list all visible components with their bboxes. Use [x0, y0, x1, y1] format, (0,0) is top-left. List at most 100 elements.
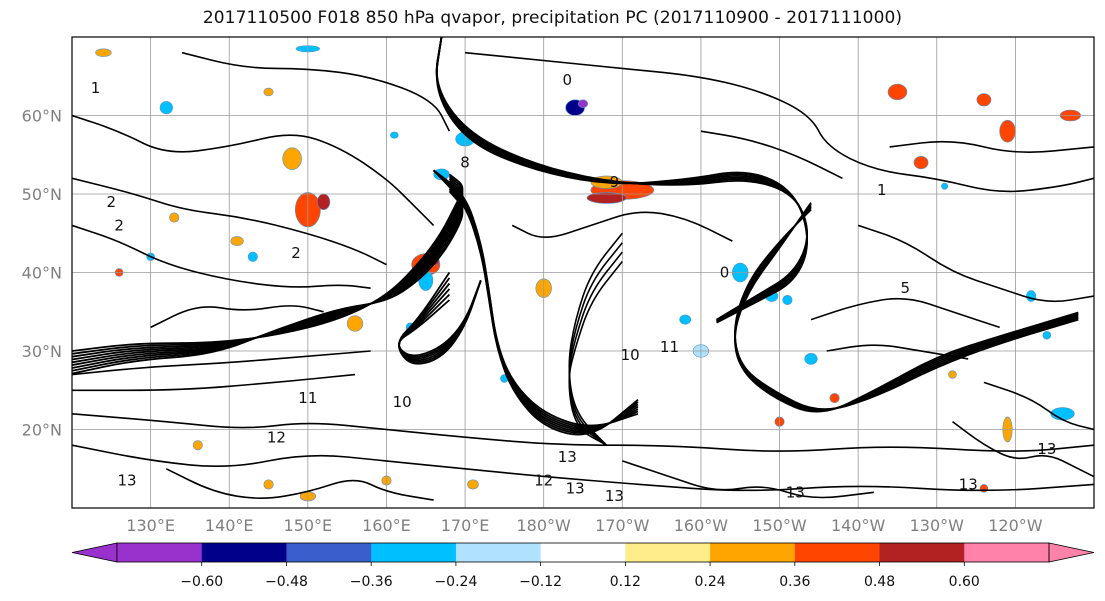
qvapor-contours [72, 37, 1094, 501]
qvapor-contour-line [511, 211, 733, 242]
colorbar-bin [794, 543, 881, 562]
x-tick-label: 160°W [674, 516, 729, 535]
precip-shade-patch [804, 353, 818, 365]
contour-label: 2 [107, 193, 117, 211]
qvapor-contour-line [432, 169, 639, 436]
x-tick-label: 170°E [441, 516, 490, 535]
qvapor-contour-line [889, 140, 1094, 153]
contour-label: 13 [959, 475, 978, 493]
colorbar-tick-label: 0.24 [695, 574, 726, 590]
qvapor-contour-line [72, 114, 435, 226]
colorbar-bin [201, 543, 287, 562]
colorbar-tick-label: 0.12 [610, 574, 641, 590]
precip-shade-patch [390, 131, 399, 139]
contour-label: 0 [563, 71, 573, 89]
colorbar-bin [455, 543, 542, 562]
precip-shade-patch [782, 294, 793, 305]
precip-shade-patch [999, 119, 1016, 143]
colorbar-bin [540, 543, 626, 562]
contour-label: 10 [621, 346, 640, 364]
qvapor-contour-line [181, 51, 451, 132]
qvapor-contour-line [734, 206, 1079, 411]
x-tick-label: 130°E [126, 516, 175, 535]
x-tick-label: 140°W [831, 516, 886, 535]
precip-shade-patch [263, 479, 274, 490]
precip-shade-patch [679, 314, 692, 325]
precip-shade-patch [1050, 407, 1075, 421]
qvapor-contour-line [72, 444, 1094, 492]
colorbar-tick-label: −0.24 [434, 574, 477, 590]
precip-shade-patch [976, 93, 992, 107]
y-axis-ticks: 20°N 30°N 40°N 50°N 60°N [22, 107, 62, 440]
precip-shade-patch [941, 182, 949, 190]
x-tick-label: 160°E [362, 516, 411, 535]
y-tick-label: 20°N [22, 421, 62, 440]
contour-label: 1 [91, 79, 101, 97]
contour-label: 1 [877, 181, 887, 199]
colorbar-bin [286, 543, 372, 562]
x-tick-label: 130°W [910, 516, 965, 535]
contour-label: 13 [566, 479, 585, 497]
contour-label: 12 [267, 428, 286, 446]
qvapor-contour-line [72, 224, 371, 289]
qvapor-contour-line [734, 202, 1079, 413]
qvapor-contour-line [72, 373, 356, 392]
contour-label: 11 [660, 338, 679, 356]
x-axis-ticks: 130°E 140°E 150°E 160°E 170°E 180°W 170°W 160°W… [126, 516, 1042, 535]
x-tick-label: 140°E [205, 516, 254, 535]
precip-shade-patch [282, 147, 302, 170]
qvapor-contour-line [72, 177, 387, 266]
qvapor-contour-line [568, 232, 623, 446]
precip-shade-patch [95, 48, 112, 57]
qvapor-contour-line [622, 460, 874, 499]
x-tick-label: 150°W [752, 516, 807, 535]
qvapor-contour-line [700, 130, 843, 180]
qvapor-contour-line [165, 468, 434, 501]
colorbar-tick-label: 0.36 [779, 574, 810, 590]
contour-label: 5 [901, 279, 911, 297]
contour-label: 13 [786, 483, 805, 501]
precip-shade-patch [586, 192, 627, 204]
contour-label: 13 [605, 487, 624, 505]
precip-shade-patch [230, 236, 244, 247]
qvapor-contour-line [568, 251, 623, 446]
contour-label: 2 [114, 216, 124, 234]
colorbar-bin [625, 543, 711, 562]
contour-label: 2 [291, 244, 301, 262]
precip-shade-patch [169, 212, 180, 223]
colorbar-tick-label: 0.60 [949, 574, 980, 590]
qvapor-contour-line [72, 413, 1094, 452]
precip-shade-patch [887, 83, 908, 101]
colorbar: −0.60 −0.48 −0.36 −0.24 −0.12 0.12 0.24 0.36 0.4… [71, 542, 1095, 590]
precip-shade-patch [1042, 331, 1052, 340]
precip-shade-patch [192, 440, 203, 451]
precip-shade-patch [159, 101, 173, 115]
x-tick-label: 150°E [284, 516, 333, 535]
qvapor-contour-line [150, 305, 324, 329]
y-tick-label: 30°N [22, 342, 62, 361]
y-tick-label: 60°N [22, 107, 62, 126]
contour-label: 8 [460, 154, 470, 172]
colorbar-bin [879, 543, 965, 562]
qvapor-contour-line [568, 261, 623, 446]
colorbar-tick-label: −0.12 [519, 574, 562, 590]
qvapor-contour-line [826, 344, 969, 360]
y-tick-label: 50°N [22, 185, 62, 204]
y-tick-label: 40°N [22, 264, 62, 283]
qvapor-contour-line [810, 297, 1000, 329]
precip-shade-patch [948, 370, 957, 379]
contour-label: 13 [117, 472, 136, 490]
plot-frame [71, 36, 1095, 509]
qvapor-contour-line [983, 381, 1094, 431]
x-tick-label: 180°W [517, 516, 572, 535]
precip-shade-patch [467, 479, 479, 490]
colorbar-bin [964, 543, 1050, 562]
qvapor-contour-line [398, 280, 482, 357]
colorbar-extend-max [1048, 542, 1095, 563]
qvapor-contour-line [72, 350, 371, 376]
precip-shade-patch [829, 393, 840, 404]
qvapor-contour-line [435, 37, 808, 324]
colorbar-frame [116, 542, 1050, 563]
contour-label: 9 [610, 173, 620, 191]
